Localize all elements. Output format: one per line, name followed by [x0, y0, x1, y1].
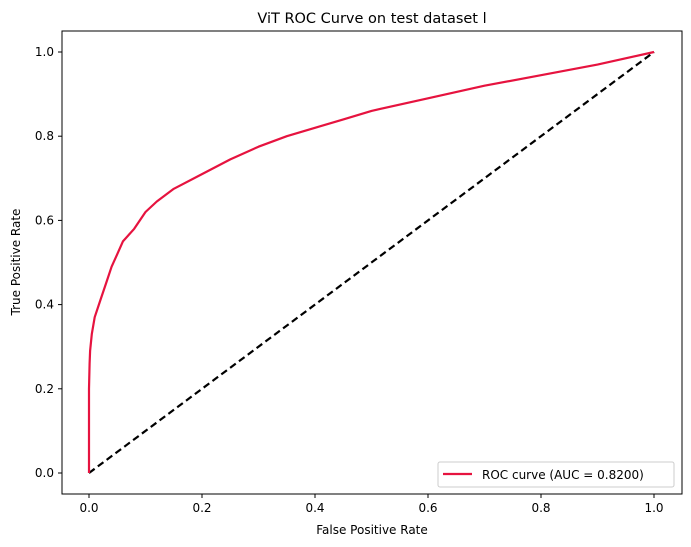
legend-box [437, 461, 675, 488]
x-axis-label: False Positive Rate [316, 523, 428, 537]
legend: ROC curve (AUC = 0.8200) [437, 461, 675, 488]
x-tick-label: 0.6 [418, 501, 437, 515]
chart-title: ViT ROC Curve on test dataset l [257, 11, 486, 27]
x-tick-label: 0.8 [531, 501, 550, 515]
legend-label: ROC curve (AUC = 0.8200) [482, 468, 644, 482]
x-tick-label: 0.4 [305, 501, 324, 515]
x-tick-label: 0.2 [192, 501, 211, 515]
plot-frame [61, 30, 683, 495]
y-tick-label: 0.4 [35, 298, 54, 312]
y-tick-label: 0.6 [35, 213, 54, 227]
y-tick-label: 0.0 [35, 466, 54, 480]
x-tick-label: 0.0 [79, 501, 98, 515]
roc-curve-line [87, 50, 655, 473]
chance-line [88, 51, 655, 474]
x-tick-label: 1.0 [644, 501, 663, 515]
y-tick-label: 0.8 [35, 129, 54, 143]
y-tick-label: 0.2 [35, 382, 54, 396]
y-axis-label: True Positive Rate [9, 209, 23, 317]
y-tick-label: 1.0 [35, 45, 54, 59]
